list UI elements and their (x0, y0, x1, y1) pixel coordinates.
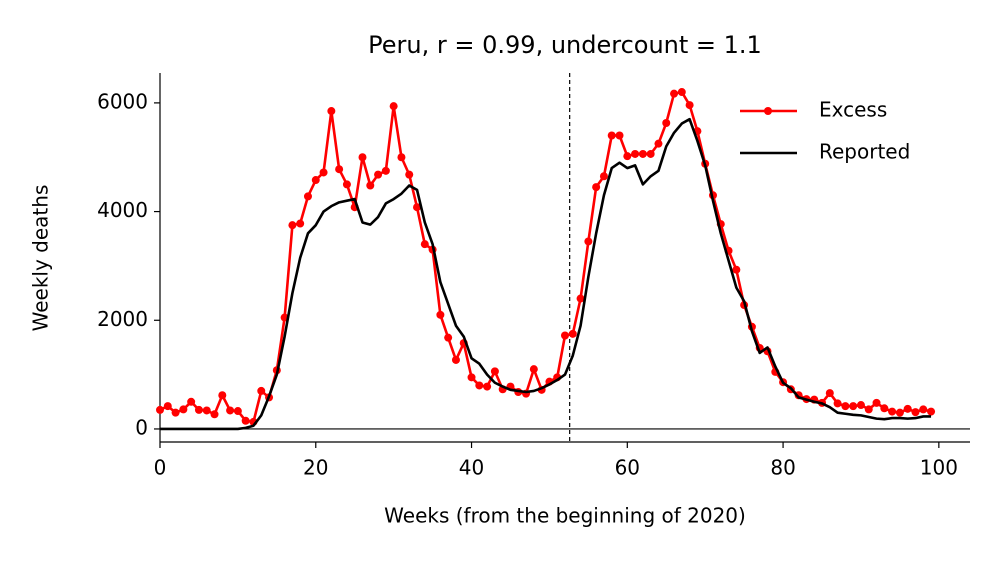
x-tick-label: 40 (459, 456, 484, 480)
point (623, 152, 632, 161)
legend-label: Excess (819, 98, 887, 122)
point (342, 180, 351, 189)
point (257, 386, 266, 395)
x-tick-label: 0 (154, 456, 167, 480)
point (631, 149, 640, 158)
point (475, 381, 484, 390)
point (685, 101, 694, 110)
point (841, 402, 850, 411)
point (654, 139, 663, 148)
point (202, 406, 211, 415)
point (233, 407, 242, 416)
point (303, 192, 312, 201)
point (171, 408, 180, 417)
y-tick-label: 0 (135, 415, 148, 439)
legend-label: Reported (819, 140, 910, 164)
point (833, 399, 842, 408)
point (187, 397, 196, 406)
point (927, 407, 936, 416)
point (662, 118, 671, 127)
x-tick-label: 80 (770, 456, 795, 480)
chart-title: Peru, r = 0.99, undercount = 1.1 (368, 31, 762, 59)
point (288, 221, 297, 230)
point (864, 405, 873, 414)
point (561, 331, 569, 340)
y-tick-label: 6000 (97, 89, 148, 113)
point (319, 168, 328, 177)
point (911, 408, 920, 417)
point (179, 405, 188, 414)
point (872, 398, 881, 407)
point (584, 237, 593, 246)
x-tick-label: 60 (615, 456, 640, 480)
point (381, 166, 390, 175)
point (327, 107, 336, 116)
point (592, 183, 601, 192)
x-axis-label: Weeks (from the beginning of 2020) (384, 504, 746, 528)
point (903, 404, 912, 413)
point (638, 149, 647, 158)
y-tick-label: 2000 (97, 307, 148, 331)
point (568, 329, 577, 338)
point (374, 170, 383, 179)
point (436, 310, 445, 319)
point (358, 153, 367, 162)
point (335, 165, 344, 174)
point (311, 176, 320, 185)
point (646, 149, 655, 158)
x-tick-label: 20 (303, 456, 328, 480)
point (210, 410, 219, 419)
point (677, 88, 686, 97)
point (599, 172, 608, 181)
legend-marker (764, 107, 772, 115)
point (467, 373, 476, 382)
point (451, 355, 460, 364)
point (856, 401, 865, 410)
point (825, 389, 834, 398)
point (194, 405, 203, 414)
point (226, 406, 235, 415)
point (444, 333, 453, 342)
point (156, 405, 164, 414)
point (732, 265, 741, 274)
y-tick-label: 4000 (97, 198, 148, 222)
point (490, 367, 499, 376)
x-tick-label: 100 (920, 456, 958, 480)
point (218, 391, 227, 400)
point (413, 203, 422, 212)
point (670, 89, 679, 98)
point (389, 102, 398, 111)
point (880, 404, 889, 413)
point (420, 240, 429, 249)
point (241, 416, 250, 425)
series-line (160, 117, 932, 431)
point (895, 408, 904, 417)
point (366, 181, 375, 190)
point (576, 294, 585, 303)
point (919, 405, 928, 414)
y-axis-label: Weekly deaths (29, 185, 53, 332)
point (163, 402, 172, 411)
point (607, 131, 616, 140)
point (888, 407, 897, 416)
point (296, 219, 305, 228)
point (849, 402, 858, 411)
point (615, 131, 624, 140)
point (405, 170, 414, 179)
point (529, 365, 538, 374)
point (483, 382, 492, 391)
point (397, 153, 406, 162)
